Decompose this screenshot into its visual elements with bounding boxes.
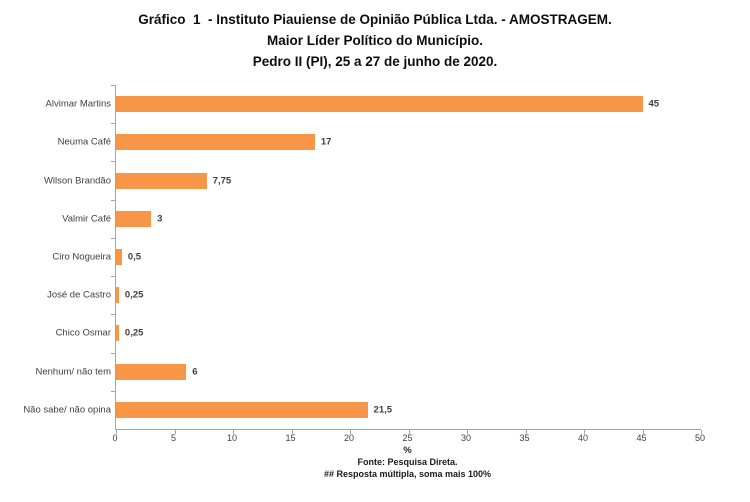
y-axis-tick (111, 85, 115, 86)
chart-title-line2: Maior Líder Político do Município. (267, 33, 483, 48)
x-axis-title: % (403, 445, 412, 456)
footer-method-note: ## Resposta múltipla, soma mais 100% (323, 469, 492, 479)
category-axis-labels: Alvimar Martins Neuma Café Wilson Brandão V… (0, 85, 111, 429)
x-axis-tick-label: 30 (460, 433, 472, 443)
bar-value-label: 45 (648, 98, 660, 110)
y-axis-tick (111, 314, 115, 316)
category-label: Wilson Brandão (43, 175, 111, 187)
x-axis-tick-label: 20 (343, 433, 355, 443)
bar (116, 287, 119, 304)
x-axis-tick-label: 5 (170, 433, 177, 443)
y-axis-tick (111, 123, 115, 125)
x-axis-tick (233, 430, 234, 434)
bar-value-label: 7,75 (212, 175, 232, 187)
x-axis-tick (174, 430, 176, 434)
bar-value-label: 0,25 (124, 327, 144, 339)
bar (116, 401, 368, 418)
x-axis-tick-label: 0 (112, 433, 118, 443)
category-label: Alvimar Martins (45, 98, 111, 110)
bar (116, 325, 119, 342)
bar (116, 134, 315, 151)
x-axis-tick-label: 15 (285, 433, 296, 443)
x-axis-tick (701, 430, 702, 434)
x-axis-tick (467, 430, 468, 434)
chart-title: Gráfico 1 - Instituto Piauiense de Opini… (0, 9, 750, 72)
bar-value-label: 0,5 (127, 251, 142, 263)
plot-area: 45 17 7,75 3 0,5 0,25 0,25 6 21,5 (111, 85, 702, 434)
y-axis-tick (111, 199, 115, 201)
x-axis-tick-label: 35 (519, 433, 530, 443)
y-axis-tick (111, 390, 115, 392)
x-axis-tick (116, 430, 117, 434)
bar (116, 210, 152, 227)
x-axis-tick (584, 430, 585, 434)
x-axis-tick-label: 50 (694, 433, 706, 443)
category-label: Ciro Nogueira (52, 251, 111, 263)
y-axis-tick (111, 161, 115, 163)
y-axis-tick (111, 237, 115, 239)
bar (116, 249, 122, 265)
x-axis-tick-label: 40 (577, 433, 589, 443)
x-axis-tick (291, 430, 293, 434)
y-axis-tick (111, 352, 115, 354)
bar (116, 96, 643, 113)
category-label: Valmir Café (62, 213, 111, 225)
bar-value-label: 0,25 (124, 289, 144, 301)
category-label: José de Castro (47, 289, 111, 301)
chart-title-line1: Gráfico 1 - Instituto Piauiense de Opini… (138, 12, 612, 27)
x-axis-tick (642, 430, 644, 434)
x-axis-tick-label: 45 (636, 433, 647, 443)
footer-source-note: Fonte: Pesquisa Direta. (357, 457, 458, 467)
chart-title-line3: Pedro II (PI), 25 a 27 de junho de 2020. (252, 54, 498, 69)
x-axis-tick (350, 430, 351, 434)
chart-footer: Fonte: Pesquisa Direta. ## Resposta múlt… (115, 456, 700, 480)
bar-value-label: 3 (157, 213, 163, 225)
x-axis-tick-label: 25 (402, 433, 413, 443)
y-axis-tick (111, 276, 115, 278)
x-axis-tick-labels: 0 5 10 15 20 25 30 35 40 45 50 (112, 433, 705, 445)
bar-value-label: 21,5 (373, 404, 393, 416)
x-axis-tick-label: 10 (226, 433, 238, 443)
bar-value-label: 6 (192, 366, 198, 378)
category-label: Não sabe/ não opina (23, 404, 111, 416)
bar (116, 363, 187, 380)
category-label: Neuma Café (57, 136, 111, 148)
bar (116, 172, 207, 189)
x-axis-tick (525, 430, 527, 434)
category-label: Nenhum/ não tem (35, 366, 111, 378)
bar-value-label: 17 (320, 136, 332, 148)
x-axis-tick (408, 430, 410, 434)
category-label: Chico Osmar (55, 327, 111, 339)
